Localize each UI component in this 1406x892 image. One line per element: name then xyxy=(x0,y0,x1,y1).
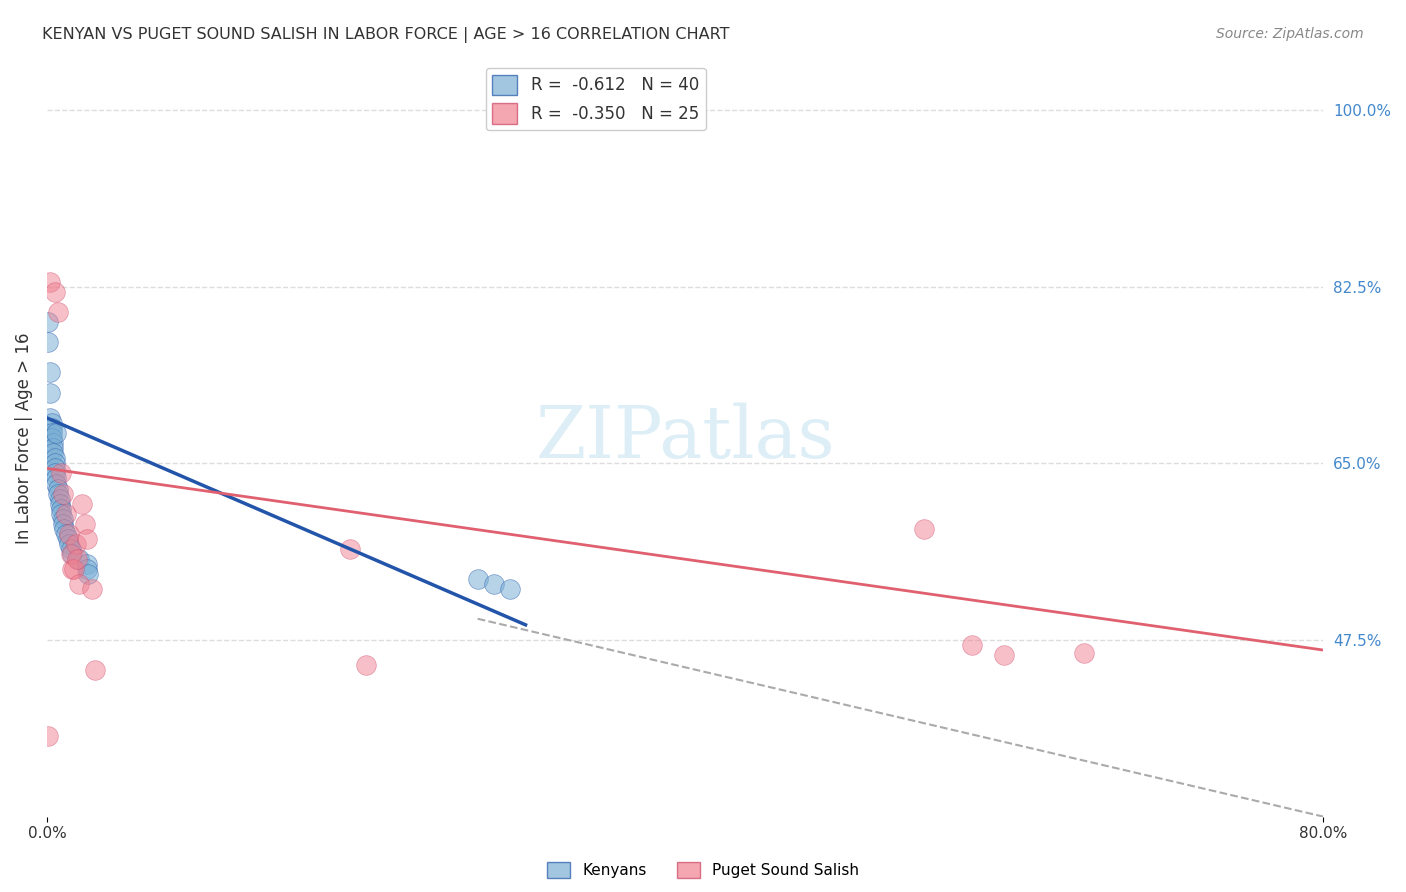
Puget Sound Salish xyxy=(354,658,377,673)
Kenyans xyxy=(42,436,65,450)
Puget Sound Salish xyxy=(44,285,66,299)
Kenyans xyxy=(53,522,76,536)
Kenyans xyxy=(48,491,70,506)
Puget Sound Salish xyxy=(62,562,84,576)
Puget Sound Salish xyxy=(76,532,98,546)
Puget Sound Salish xyxy=(339,542,361,557)
Kenyans xyxy=(44,461,66,475)
Kenyans xyxy=(59,542,82,557)
Kenyans xyxy=(41,421,63,435)
Puget Sound Salish xyxy=(80,582,103,597)
Puget Sound Salish xyxy=(67,577,90,591)
Kenyans xyxy=(52,512,75,526)
Kenyans xyxy=(46,482,69,496)
Text: ZIPatlas: ZIPatlas xyxy=(536,403,835,474)
Legend: Kenyans, Puget Sound Salish: Kenyans, Puget Sound Salish xyxy=(541,856,865,884)
Puget Sound Salish xyxy=(993,648,1015,662)
Puget Sound Salish xyxy=(75,516,97,531)
Text: KENYAN VS PUGET SOUND SALISH IN LABOR FORCE | AGE > 16 CORRELATION CHART: KENYAN VS PUGET SOUND SALISH IN LABOR FO… xyxy=(42,27,730,43)
Puget Sound Salish xyxy=(55,507,77,521)
Legend: R =  -0.612   N = 40, R =  -0.350   N = 25: R = -0.612 N = 40, R = -0.350 N = 25 xyxy=(486,68,706,130)
Puget Sound Salish xyxy=(59,547,82,561)
Kenyans xyxy=(41,425,63,440)
Puget Sound Salish xyxy=(63,562,86,576)
Kenyans xyxy=(39,385,62,400)
Kenyans xyxy=(76,558,98,572)
Kenyans xyxy=(48,497,70,511)
Kenyans xyxy=(56,532,79,546)
Kenyans xyxy=(45,471,67,485)
Kenyans xyxy=(77,567,100,582)
Kenyans xyxy=(52,516,75,531)
Puget Sound Salish xyxy=(66,552,89,566)
Kenyans xyxy=(58,537,80,551)
Kenyans xyxy=(467,573,489,587)
Puget Sound Salish xyxy=(1073,646,1095,660)
Puget Sound Salish xyxy=(83,663,105,677)
Kenyans xyxy=(62,547,84,561)
Puget Sound Salish xyxy=(70,497,93,511)
Kenyans xyxy=(44,451,66,466)
Puget Sound Salish xyxy=(65,537,87,551)
Puget Sound Salish xyxy=(39,275,62,289)
Kenyans xyxy=(55,527,77,541)
Puget Sound Salish xyxy=(51,467,73,481)
Kenyans xyxy=(37,315,59,329)
Kenyans xyxy=(51,501,73,516)
Kenyans xyxy=(42,446,65,460)
Kenyans xyxy=(51,507,73,521)
Puget Sound Salish xyxy=(37,729,59,743)
Kenyans xyxy=(41,431,63,445)
Kenyans xyxy=(39,366,62,380)
Puget Sound Salish xyxy=(58,527,80,541)
Puget Sound Salish xyxy=(52,486,75,500)
Puget Sound Salish xyxy=(912,522,935,536)
Kenyans xyxy=(67,552,90,566)
Kenyans xyxy=(42,441,65,455)
Y-axis label: In Labor Force | Age > 16: In Labor Force | Age > 16 xyxy=(15,333,32,544)
Kenyans xyxy=(46,486,69,500)
Puget Sound Salish xyxy=(46,305,69,319)
Kenyans xyxy=(45,476,67,491)
Kenyans xyxy=(37,335,59,350)
Kenyans xyxy=(45,425,67,440)
Kenyans xyxy=(76,562,98,576)
Kenyans xyxy=(44,456,66,470)
Kenyans xyxy=(44,467,66,481)
Kenyans xyxy=(482,577,505,591)
Puget Sound Salish xyxy=(962,638,984,652)
Kenyans xyxy=(39,411,62,425)
Text: Source: ZipAtlas.com: Source: ZipAtlas.com xyxy=(1216,27,1364,41)
Kenyans xyxy=(41,416,63,430)
Kenyans xyxy=(498,582,520,597)
